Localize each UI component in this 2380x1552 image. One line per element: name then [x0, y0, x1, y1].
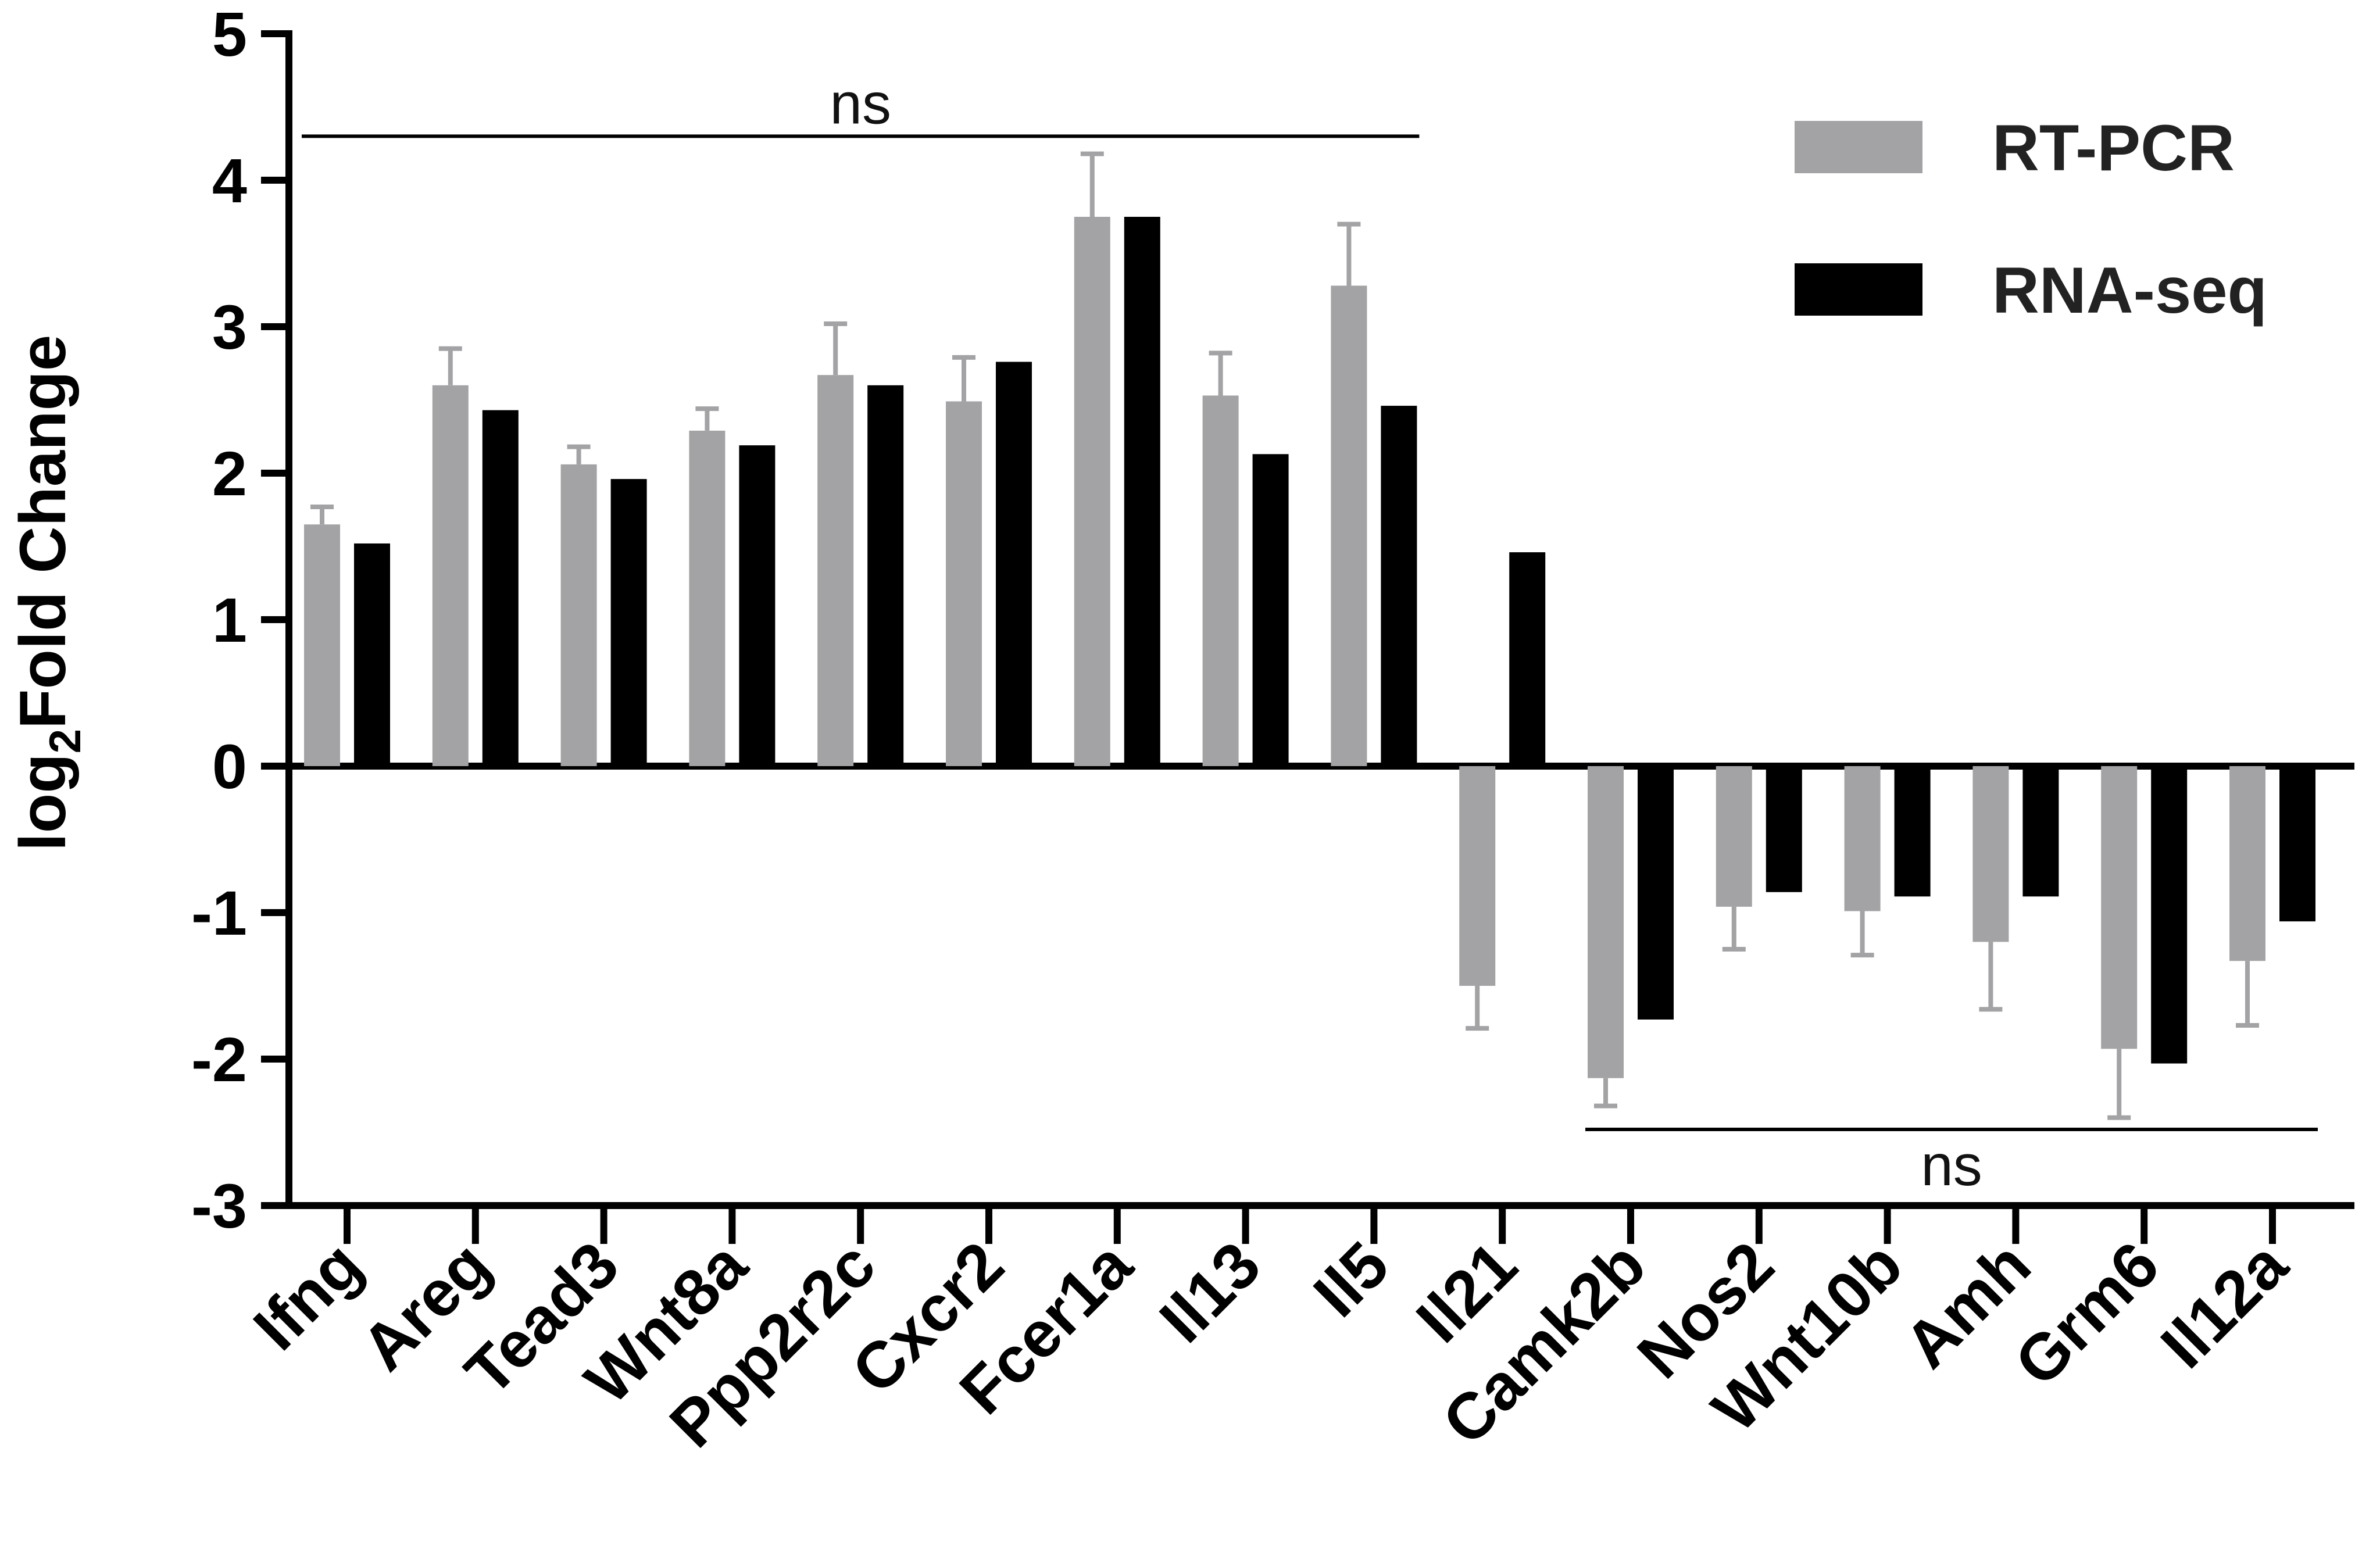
rnaseq-bar-il12a: [2279, 766, 2315, 922]
rnaseq-bar-il5: [1381, 406, 1417, 766]
rtpcr-bar-ppp2r2c: [817, 375, 854, 766]
rtpcr-bar-wnt8a: [689, 430, 726, 766]
rtpcr-bar-il21: [1459, 766, 1496, 986]
y-tick-label: -1: [191, 878, 247, 948]
y-tick-label: 3: [212, 292, 247, 362]
rtpcr-bar-camk2b: [1588, 766, 1624, 1078]
y-axis-title-suffix: Fold Change: [6, 335, 79, 729]
legend-label: RT-PCR: [1992, 112, 2235, 184]
y-tick-label: -2: [191, 1024, 247, 1095]
rnaseq-bar-cxcr2: [996, 362, 1032, 766]
rnaseq-bar-nos2: [1766, 766, 1802, 892]
rtpcr-bar-nos2: [1716, 766, 1752, 907]
rnaseq-bar-il13: [1252, 454, 1289, 766]
rtpcr-bar-amh: [1972, 766, 2009, 942]
x-tick-label-il13: Il13: [1146, 1228, 1274, 1356]
rnaseq-bar-camk2b: [1638, 766, 1674, 1020]
y-tick-label: 4: [212, 145, 247, 216]
rtpcr-bar-tead3: [560, 464, 597, 766]
rnaseq-bar-ppp2r2c: [867, 385, 904, 766]
rtpcr-bar-fcer1a: [1074, 217, 1110, 766]
plot-area: 543210-1-2-3IfngAregTead3Wnt8aPpp2r2cCxc…: [191, 0, 2354, 1461]
y-axis-title-subscript: 2: [41, 729, 90, 753]
y-tick-label: 5: [212, 0, 247, 69]
rnaseq-bar-amh: [2022, 766, 2059, 897]
rtpcr-bar-il12a: [2229, 766, 2265, 961]
y-axis-title: log2Fold Change: [6, 335, 90, 851]
rnaseq-bar-tead3: [610, 479, 647, 766]
rnaseq-bar-grm6: [2151, 766, 2188, 1064]
rtpcr-bar-ifng: [304, 524, 340, 766]
rtpcr-bar-il5: [1331, 285, 1367, 766]
significance-label: ns: [1921, 1133, 1982, 1198]
y-tick-label: 0: [212, 731, 247, 802]
x-tick-label-il12a: Il12a: [2147, 1228, 2301, 1382]
rtpcr-bar-areg: [432, 385, 469, 766]
x-tick-label-ifng: Ifng: [240, 1228, 376, 1364]
x-tick-label-il5: Il5: [1300, 1228, 1402, 1331]
y-tick-label: 1: [212, 585, 247, 655]
rnaseq-bar-ifng: [354, 543, 390, 766]
rtpcr-bar-il13: [1202, 395, 1239, 766]
rnaseq-bar-wnt10b: [1894, 766, 1931, 897]
legend-swatch-rnaseq: [1795, 263, 1922, 316]
rnaseq-bar-wnt8a: [739, 445, 776, 766]
y-tick-label: -3: [191, 1171, 247, 1241]
significance-label: ns: [830, 71, 891, 136]
legend: RT-PCR RNA-seq: [1795, 112, 2267, 327]
rnaseq-bar-areg: [482, 410, 519, 766]
rtpcr-bar-cxcr2: [946, 401, 982, 766]
y-tick-label: 2: [212, 438, 247, 509]
legend-swatch-rtpcr: [1795, 121, 1922, 173]
rtpcr-bar-grm6: [2101, 766, 2138, 1049]
x-tick-label-grm6: Grm6: [2001, 1228, 2172, 1400]
rnaseq-bar-fcer1a: [1124, 217, 1160, 766]
legend-label: RNA-seq: [1992, 254, 2267, 327]
y-axis-title-prefix: log: [6, 753, 79, 851]
rtpcr-bar-wnt10b: [1844, 766, 1881, 911]
rnaseq-bar-il21: [1509, 552, 1546, 766]
